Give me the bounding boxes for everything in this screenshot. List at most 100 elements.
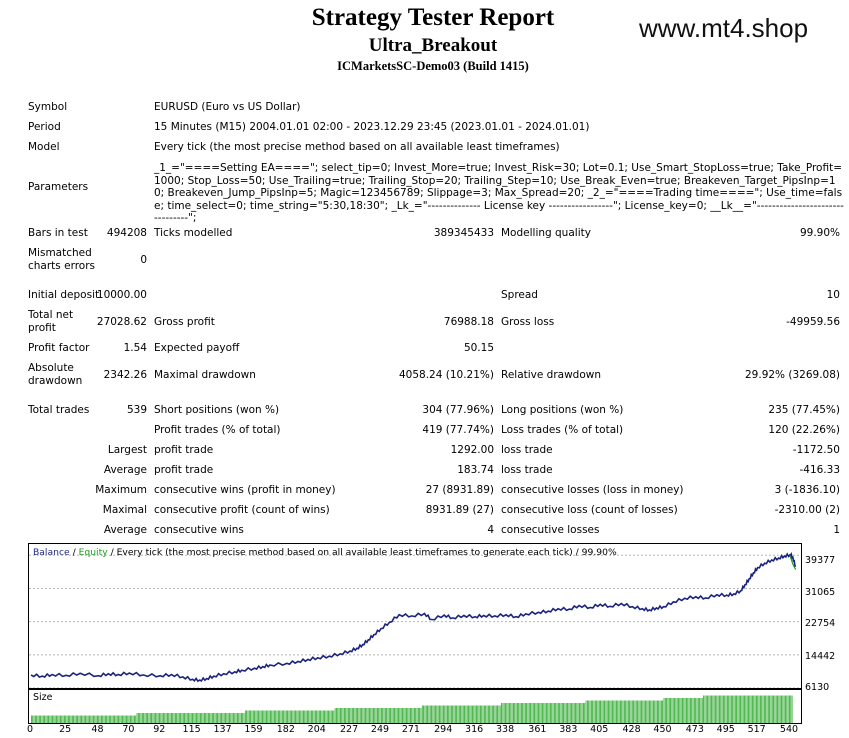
size-bar [600, 700, 601, 723]
size-bar [337, 708, 339, 723]
size-bar [682, 698, 683, 723]
size-bar [42, 715, 44, 723]
size-bar [577, 703, 579, 723]
size-bar [550, 703, 551, 723]
size-bar [343, 708, 345, 723]
size-bar [518, 703, 520, 723]
x-tick-label: 495 [716, 724, 735, 735]
size-bar [70, 715, 72, 723]
size-bar [317, 710, 319, 723]
size-bar [386, 708, 388, 723]
x-tick-label: 115 [182, 724, 201, 735]
size-bar [132, 715, 134, 723]
size-bar [273, 710, 275, 723]
size-bar [89, 715, 90, 723]
average-consecutive-label: Average [103, 524, 147, 536]
size-bar [98, 715, 100, 723]
size-bar [641, 700, 642, 723]
relative-drawdown-label: Relative drawdown [501, 369, 602, 381]
size-bar [300, 710, 302, 723]
size-bar [394, 708, 395, 723]
size-bar [218, 713, 220, 723]
maximal-drawdown-value: 4058.24 (10.21%) [399, 369, 494, 381]
size-bar [361, 708, 362, 723]
size-bar [516, 703, 518, 723]
parameters-label: Parameters [28, 181, 89, 193]
size-bar [588, 700, 590, 723]
size-bar [135, 715, 137, 723]
size-bar [522, 703, 524, 723]
size-bar [75, 715, 77, 723]
size-bar [417, 708, 419, 723]
size-bar [421, 705, 423, 723]
size-bar [198, 713, 200, 723]
size-bar [579, 703, 580, 723]
broker-build: ICMarketsSC-Demo03 (Build 1415) [337, 59, 529, 73]
size-bar [252, 710, 254, 723]
size-bar [172, 713, 174, 723]
size-bar [672, 698, 674, 723]
size-bar [390, 708, 391, 723]
size-bar [596, 700, 598, 723]
size-bar [633, 700, 634, 723]
size-bar [460, 705, 461, 723]
size-bar [447, 705, 448, 723]
size-bar [44, 715, 45, 723]
size-bar [477, 705, 479, 723]
size-bar [765, 695, 767, 723]
size-bar [219, 713, 221, 723]
size-bar [689, 698, 691, 723]
x-tick-label: 70 [122, 724, 135, 735]
size-bar [759, 695, 761, 723]
bars-value: 494208 [106, 227, 147, 239]
size-bar [168, 713, 170, 723]
size-bar [283, 710, 285, 723]
size-bar [604, 700, 605, 723]
size-bar [585, 700, 587, 723]
size-bar [674, 698, 675, 723]
size-bar [192, 713, 193, 723]
size-bar [469, 705, 471, 723]
size-bar [395, 708, 397, 723]
size-bar [355, 708, 357, 723]
size-bar [427, 705, 428, 723]
size-bar [781, 695, 782, 723]
size-bar [408, 708, 410, 723]
size-bar [141, 713, 143, 723]
size-bar [279, 710, 281, 723]
size-bar [627, 700, 629, 723]
size-bar [618, 700, 620, 723]
size-bar [520, 703, 522, 723]
total-trades-label: Total trades [28, 404, 90, 416]
average-profit-label: profit trade [154, 464, 214, 476]
size-bar [457, 705, 459, 723]
symbol-value: EURUSD (Euro vs US Dollar) [154, 101, 301, 113]
size-bar [625, 700, 627, 723]
average-label: Average [103, 464, 147, 476]
size-bar [267, 710, 269, 723]
profit-factor-label: Profit factor [28, 342, 90, 354]
size-bar [638, 700, 640, 723]
size-bar [229, 713, 230, 723]
size-bar [136, 713, 138, 723]
size-bar [251, 710, 253, 723]
size-bar [147, 713, 148, 723]
size-bar [594, 700, 596, 723]
size-bar [160, 713, 162, 723]
symbol-label: Symbol [28, 101, 68, 113]
size-bar [695, 698, 697, 723]
size-bar [336, 708, 337, 723]
size-bar [465, 705, 467, 723]
size-bar [530, 703, 531, 723]
size-bar [159, 713, 160, 723]
size-bar [501, 703, 502, 723]
size-bar [766, 695, 768, 723]
size-bar [62, 715, 64, 723]
size-bar [373, 708, 374, 723]
size-bar [102, 715, 104, 723]
size-bar [32, 715, 34, 723]
size-bar [398, 708, 399, 723]
size-bar [592, 700, 594, 723]
size-bar [107, 715, 109, 723]
size-bar [383, 708, 385, 723]
